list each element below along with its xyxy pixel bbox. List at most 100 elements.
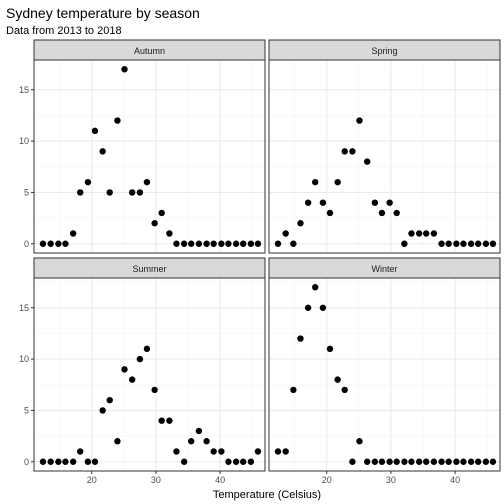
data-point	[312, 284, 319, 291]
data-point	[334, 376, 341, 383]
data-point	[445, 240, 452, 247]
data-point	[69, 458, 77, 465]
data-point	[166, 230, 173, 237]
y-tick-label: 10	[19, 136, 29, 146]
data-point	[55, 458, 62, 465]
data-point	[225, 240, 232, 247]
data-point	[415, 458, 423, 465]
data-point	[188, 438, 195, 445]
strip-label-summer: Summer	[132, 264, 166, 274]
data-point	[232, 240, 240, 247]
data-point	[482, 240, 490, 247]
x-tick-label: 40	[215, 475, 225, 485]
data-point	[195, 240, 203, 247]
chart-title: Sydney temperature by season	[6, 5, 200, 21]
data-point	[143, 178, 151, 186]
data-point	[423, 230, 430, 237]
data-point	[438, 240, 445, 247]
data-point	[247, 240, 255, 247]
data-point	[210, 448, 217, 455]
data-point	[415, 230, 423, 237]
data-point	[371, 199, 379, 206]
data-point	[128, 189, 136, 196]
data-point	[378, 458, 386, 465]
data-point	[218, 240, 225, 247]
data-point	[304, 304, 312, 311]
data-point	[225, 458, 232, 465]
data-point	[239, 240, 247, 247]
panel-background	[269, 278, 500, 471]
data-point	[378, 209, 386, 217]
x-tick-label: 30	[386, 475, 396, 485]
data-point	[128, 376, 136, 383]
panel-border	[33, 59, 266, 254]
panel-winter: Winter 20 30 40	[268, 257, 501, 485]
data-point	[274, 448, 282, 455]
x-axis-title: Temperature (Celsius)	[213, 489, 321, 501]
data-point	[349, 458, 356, 465]
strip-label-autumn: Autumn	[134, 46, 165, 56]
data-point	[62, 240, 69, 247]
x-tick-label: 20	[322, 475, 332, 485]
strip-label-winter: Winter	[371, 264, 397, 274]
chart-subtitle: Data from 2013 to 2018	[6, 25, 122, 37]
data-point	[210, 240, 217, 247]
data-point	[47, 458, 54, 465]
data-point	[84, 458, 92, 465]
strip-label-spring: Spring	[371, 46, 397, 56]
data-point	[386, 199, 393, 206]
data-point	[203, 438, 210, 445]
data-point	[290, 386, 297, 394]
data-point	[489, 458, 497, 465]
data-point	[47, 240, 54, 247]
data-point	[188, 240, 195, 247]
data-point	[254, 240, 262, 247]
data-point	[106, 396, 113, 404]
data-point	[334, 178, 341, 186]
data-point	[460, 458, 467, 465]
data-point	[297, 335, 304, 342]
data-point	[430, 458, 438, 465]
data-point	[121, 366, 128, 373]
data-point	[91, 458, 99, 465]
data-point	[77, 448, 84, 455]
data-point	[69, 230, 77, 237]
data-point	[151, 220, 158, 227]
data-point	[393, 209, 400, 217]
data-point	[386, 458, 393, 465]
data-point	[363, 458, 371, 465]
data-point	[401, 240, 408, 247]
data-point	[218, 448, 225, 455]
x-tick-label: 30	[151, 475, 161, 485]
x-tick-label: 40	[450, 475, 460, 485]
data-point	[356, 438, 363, 445]
data-point	[319, 304, 327, 311]
data-point	[274, 240, 282, 247]
panel-spring: Spring	[268, 39, 501, 254]
y-tick-label: 0	[24, 457, 29, 467]
y-tick-label: 5	[24, 187, 29, 197]
data-point	[304, 199, 312, 206]
data-point	[99, 148, 106, 155]
data-point	[158, 209, 165, 217]
data-point	[474, 458, 482, 465]
data-point	[453, 458, 460, 465]
data-point	[232, 458, 240, 465]
data-point	[467, 240, 475, 247]
data-point	[55, 240, 62, 247]
y-tick-label: 15	[19, 303, 29, 313]
data-point	[319, 199, 327, 206]
data-point	[136, 189, 144, 196]
panel-border	[268, 277, 501, 472]
data-point	[180, 240, 188, 247]
data-point	[166, 417, 173, 424]
y-tick-label: 10	[19, 354, 29, 364]
data-point	[282, 448, 289, 455]
data-point	[297, 220, 304, 227]
data-point	[254, 448, 262, 455]
data-point	[356, 117, 363, 124]
data-point	[106, 189, 113, 196]
data-point	[482, 458, 490, 465]
